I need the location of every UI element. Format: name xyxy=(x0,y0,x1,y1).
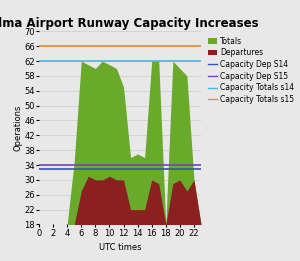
X-axis label: UTC times: UTC times xyxy=(99,243,141,252)
Title: Palma Airport Runway Capacity Increases: Palma Airport Runway Capacity Increases xyxy=(0,17,258,30)
Legend: Totals, Departures, Capacity Dep S14, Capacity Dep S15, Capacity Totals s14, Cap: Totals, Departures, Capacity Dep S14, Ca… xyxy=(206,35,296,105)
Y-axis label: Operations: Operations xyxy=(14,105,23,151)
